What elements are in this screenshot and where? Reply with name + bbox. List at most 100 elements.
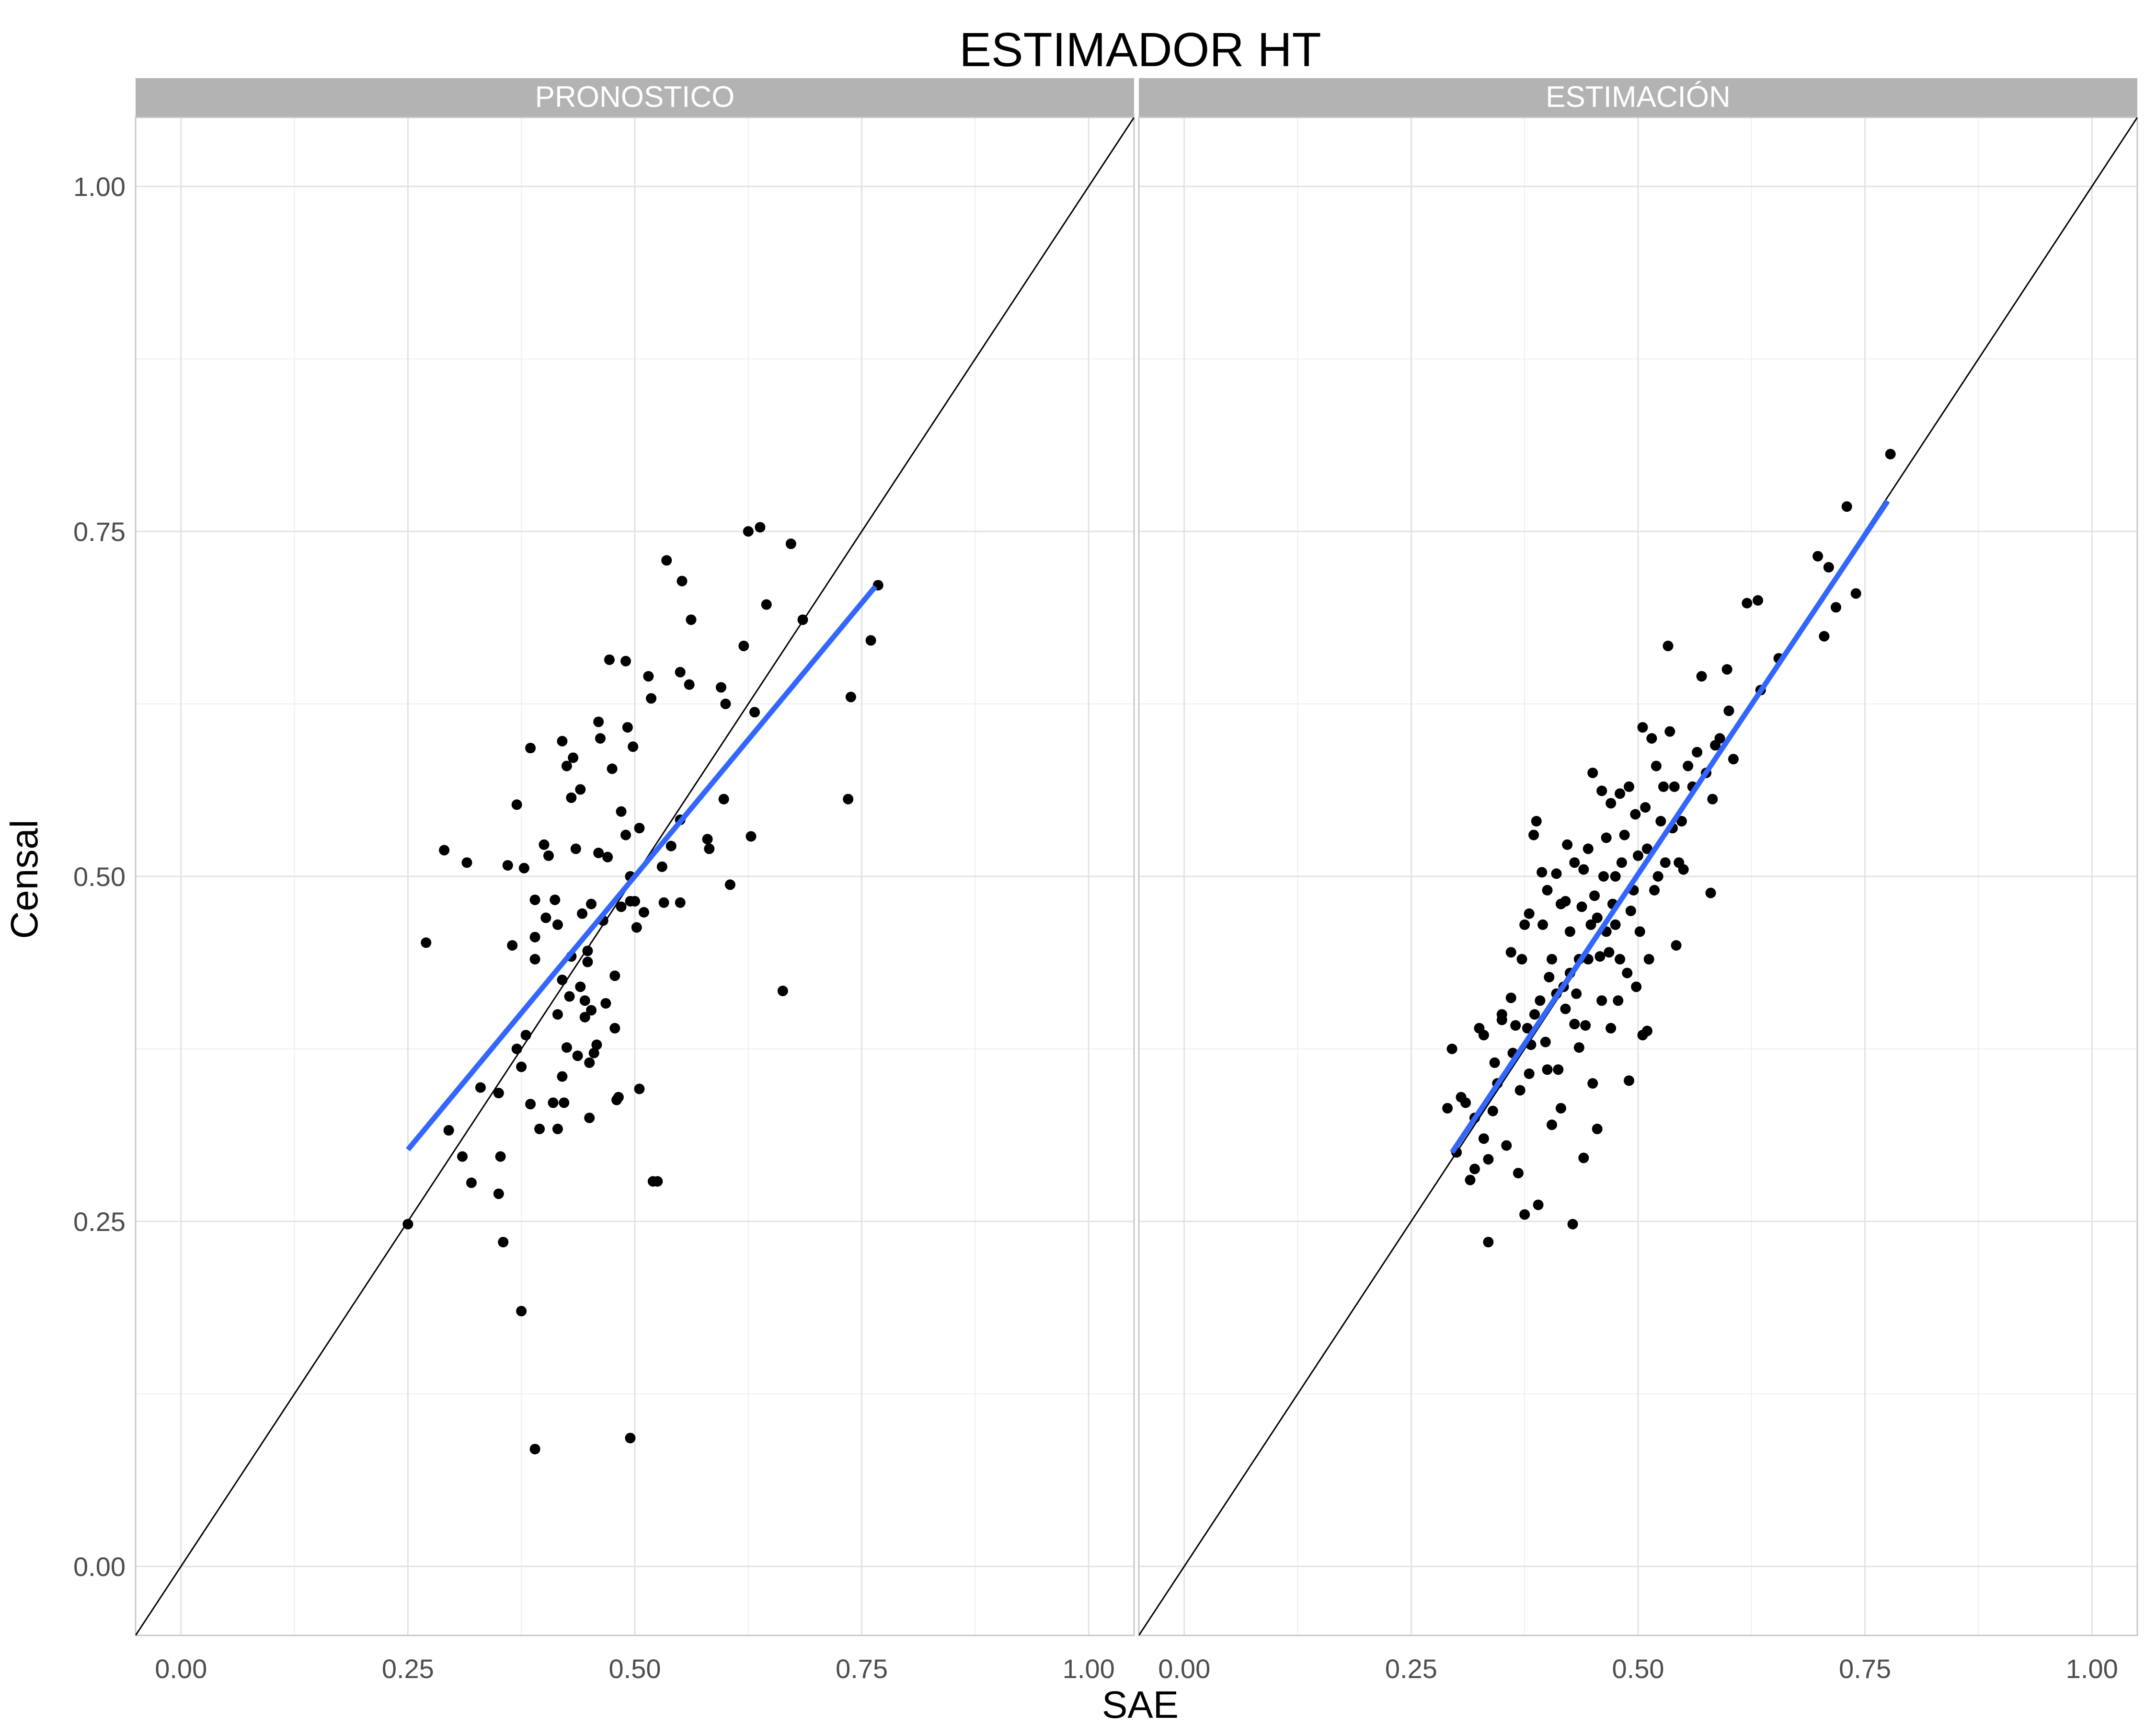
data-point: [520, 1030, 531, 1041]
data-point: [718, 794, 729, 805]
data-point: [613, 1092, 624, 1103]
data-point: [1578, 864, 1589, 875]
data-point: [579, 1012, 590, 1023]
data-point: [720, 699, 731, 709]
data-point: [402, 1219, 413, 1230]
data-point: [1514, 1085, 1525, 1096]
data-point: [646, 693, 657, 704]
data-point: [1531, 816, 1542, 827]
data-point: [1583, 843, 1594, 854]
data-point: [570, 843, 581, 854]
data-point: [552, 919, 563, 930]
data-point: [548, 1097, 559, 1108]
data-point: [1812, 551, 1823, 562]
figure-title: ESTIMADOR HT: [959, 23, 1321, 77]
fit-line: [406, 585, 878, 1151]
data-point: [1594, 951, 1606, 962]
data-point: [1823, 562, 1834, 573]
data-point: [743, 526, 754, 537]
data-point: [1510, 1020, 1521, 1031]
x-tick-label: 0.75: [1839, 1654, 1891, 1684]
data-point: [1641, 1025, 1652, 1036]
data-point: [1646, 733, 1657, 744]
data-point: [568, 752, 579, 763]
data-point: [715, 682, 726, 693]
data-point: [675, 897, 686, 908]
data-point: [677, 575, 688, 586]
data-point: [572, 1050, 583, 1061]
data-point: [534, 1124, 545, 1135]
panel-2: ESTIMACIÓN 0.00 0.25 0.50 0.75 1.00: [1138, 78, 2138, 1684]
y-tick-label: 0.25: [73, 1207, 126, 1237]
data-point: [550, 894, 561, 905]
data-point: [1529, 1009, 1540, 1020]
data-point: [466, 1177, 477, 1188]
data-point: [1885, 448, 1896, 460]
x-tick-label: 1.00: [1063, 1654, 1115, 1684]
data-point: [1578, 1152, 1589, 1163]
data-point: [552, 1009, 563, 1020]
data-point: [1707, 794, 1718, 805]
data-point: [1469, 1163, 1480, 1174]
data-point: [1705, 887, 1716, 898]
data-point: [600, 998, 611, 1009]
data-point: [1537, 919, 1548, 930]
x-axis-label: SAE: [1102, 1683, 1179, 1725]
panels: PRONOSTICO 0.00 0.25 0.50 0.75 1.00 0.00 0.25 0.…: [73, 78, 2138, 1684]
data-point: [1516, 954, 1527, 965]
data-point: [1633, 850, 1643, 861]
data-point: [656, 861, 667, 872]
data-point: [582, 956, 593, 967]
facet-strip-label: ESTIMACIÓN: [1546, 80, 1731, 114]
data-point: [1560, 896, 1571, 907]
data-point: [1560, 1003, 1571, 1014]
data-point: [620, 656, 631, 667]
data-point: [1714, 733, 1725, 744]
data-point: [1663, 641, 1674, 652]
y-tick-label: 1.00: [73, 172, 126, 202]
data-point: [1652, 871, 1663, 882]
data-point: [511, 1044, 522, 1054]
data-point: [1819, 631, 1830, 642]
data-point: [1742, 598, 1753, 609]
data-point: [540, 912, 551, 923]
data-point: [797, 614, 808, 625]
data-point: [1446, 1044, 1457, 1054]
data-point: [1655, 816, 1666, 827]
data-point: [552, 1124, 563, 1135]
data-point: [529, 932, 540, 943]
data-point: [843, 794, 854, 805]
data-point: [1641, 843, 1652, 854]
data-point: [557, 975, 568, 985]
data-point: [1676, 816, 1687, 827]
data-point: [1571, 988, 1582, 999]
data-point: [634, 823, 645, 834]
data-point: [630, 896, 640, 907]
data-point: [1547, 1119, 1558, 1130]
data-point: [561, 760, 572, 771]
data-point: [475, 1082, 486, 1093]
panel-border: [135, 116, 1135, 1636]
data-point: [665, 840, 677, 851]
data-point: [1564, 926, 1575, 937]
data-point: [1631, 981, 1642, 992]
data-point: [1505, 992, 1516, 1003]
facet-strip-label: PRONOSTICO: [535, 80, 735, 114]
data-point: [607, 763, 618, 774]
data-point: [1625, 906, 1636, 916]
data-point: [1610, 919, 1621, 930]
data-point: [785, 538, 796, 549]
data-point: [1573, 1042, 1584, 1053]
data-point: [1483, 1154, 1494, 1165]
data-point: [1442, 1103, 1453, 1114]
data-point: [1596, 995, 1607, 1006]
data-point: [1519, 919, 1530, 930]
data-point: [1551, 868, 1562, 879]
data-point: [686, 614, 697, 625]
data-point: [845, 691, 856, 702]
data-point: [1542, 1064, 1553, 1075]
data-point: [616, 806, 627, 817]
data-point: [1569, 857, 1580, 868]
data-point: [1604, 947, 1615, 958]
data-point: [658, 897, 669, 908]
